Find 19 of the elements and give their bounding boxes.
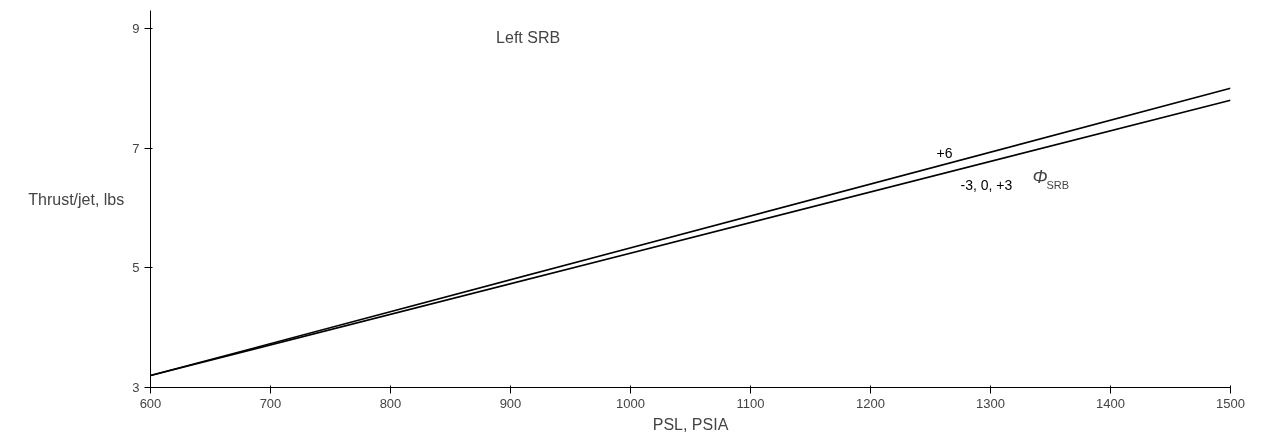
x-tick-label: 800: [379, 395, 402, 411]
y-tick-label: 3: [132, 380, 140, 395]
x-tick-label: 1400: [1096, 395, 1125, 411]
y-tick-label: 7: [132, 140, 140, 156]
x-tick-label: 1000: [616, 395, 645, 411]
x-tick-label: 1100: [736, 395, 765, 411]
series-label: -3, 0, +3: [960, 177, 1013, 194]
x-tick-label: 700: [259, 395, 282, 411]
y-axis-title: Thrust/jet, lbs: [28, 190, 125, 208]
annotation: Left SRB: [496, 29, 561, 47]
x-tick-label: 1200: [856, 395, 885, 411]
x-tick-label: 600: [139, 395, 162, 411]
x-axis-title: PSL, PSIA: [652, 415, 729, 433]
x-tick-label: 900: [499, 395, 522, 411]
x-tick-label: 1300: [976, 395, 1005, 411]
x-tick-label: 1500: [1216, 395, 1245, 411]
y-tick-label: 5: [132, 260, 140, 276]
series-label: +6: [936, 145, 953, 162]
y-tick-label: 9: [132, 20, 140, 36]
